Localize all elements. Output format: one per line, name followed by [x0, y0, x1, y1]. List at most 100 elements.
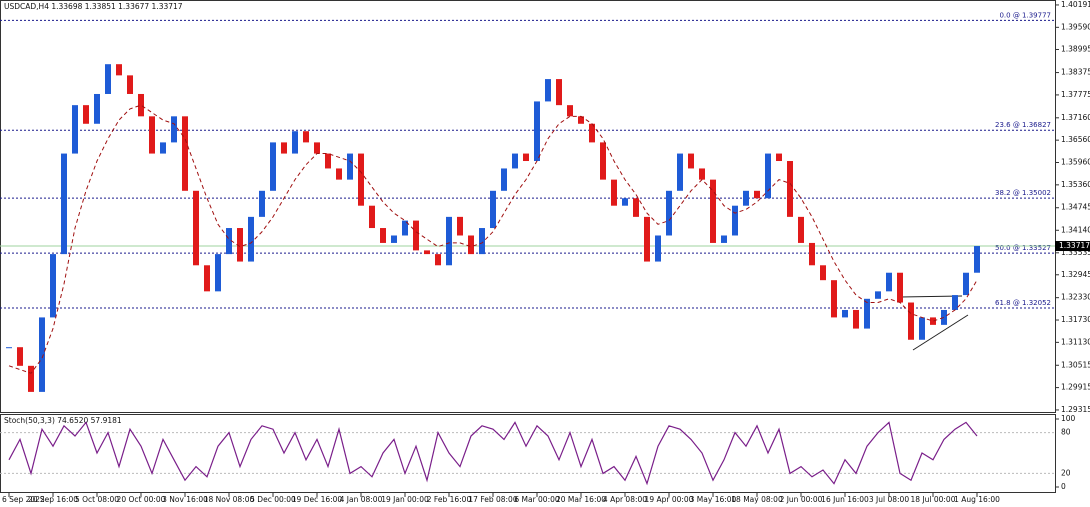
candle — [61, 153, 67, 255]
candle — [688, 153, 694, 169]
candle — [578, 116, 584, 124]
candle — [941, 309, 947, 325]
candle — [523, 153, 529, 162]
y-tick-label: 1.35960 — [1061, 157, 1090, 166]
candle — [611, 179, 617, 206]
y-tick-label: 1.34745 — [1061, 203, 1090, 212]
y-tick-label: 1.34140 — [1061, 225, 1090, 234]
candle — [391, 235, 397, 243]
candle — [974, 246, 980, 273]
candle — [6, 347, 12, 349]
candle — [424, 250, 430, 255]
candle — [875, 291, 881, 299]
x-tick-label: 5 Oct 08:00 — [75, 495, 119, 504]
candle — [831, 280, 837, 318]
x-tick-label: 6 Mar 00:00 — [514, 495, 560, 504]
candle — [457, 216, 463, 236]
x-tick-label: 19 Dec 16:00 — [292, 495, 343, 504]
candle — [39, 317, 45, 392]
fib-label: 23.6 @ 1.36827 — [995, 121, 1051, 129]
candle — [171, 116, 177, 143]
candle — [809, 242, 815, 266]
indicator-label: Stoch(50,3,3) 74.6520 57.9181 — [4, 416, 122, 425]
candle — [556, 79, 562, 106]
x-tick-label: 18 Jul 00:00 — [911, 495, 956, 504]
candle — [776, 153, 782, 162]
candle — [787, 161, 793, 217]
candle — [655, 235, 661, 262]
candle — [402, 220, 408, 236]
candle — [721, 235, 727, 243]
y-tick-label: 1.32945 — [1061, 270, 1090, 279]
candle — [864, 298, 870, 329]
candle — [347, 153, 353, 180]
y-tick-label: 1.38375 — [1061, 68, 1090, 77]
y-tick-label: 1.38995 — [1061, 44, 1090, 53]
candle — [886, 272, 892, 292]
x-tick-label: 17 Feb 08:00 — [468, 495, 517, 504]
y-tick-label: 1.37775 — [1061, 90, 1090, 99]
x-tick-label: 19 Apr 00:00 — [645, 495, 694, 504]
candle — [72, 105, 78, 154]
candle — [699, 168, 705, 180]
candle — [963, 272, 969, 296]
candle — [237, 228, 243, 262]
candle — [358, 153, 364, 206]
candle — [160, 142, 166, 154]
x-tick-label: 20 Mar 16:00 — [556, 495, 606, 504]
x-tick-label: 18 May 08:00 — [731, 495, 783, 504]
y-tick-label: 1.31730 — [1061, 315, 1090, 324]
trend-line — [912, 314, 969, 351]
y-tick-label: 1.32330 — [1061, 293, 1090, 302]
candle — [226, 228, 232, 255]
candle — [270, 142, 276, 191]
y-tick-label: 1.29315 — [1061, 405, 1090, 414]
candle — [336, 168, 342, 180]
y2-tick-label: 80 — [1061, 428, 1071, 437]
candle — [50, 254, 56, 318]
candle — [743, 190, 749, 206]
trend-line — [899, 295, 963, 298]
candle — [292, 131, 298, 154]
y-tick-label: 1.30515 — [1061, 360, 1090, 369]
candle — [666, 190, 672, 236]
candle — [193, 190, 199, 266]
candle — [622, 198, 628, 206]
y-tick-label: 1.29915 — [1061, 383, 1090, 392]
fib-label: 38.2 @ 1.35002 — [995, 189, 1051, 197]
candle — [105, 64, 111, 94]
candle — [600, 142, 606, 180]
x-tick-label: 3 May 16:00 — [690, 495, 737, 504]
x-tick-label: 1 Aug 16:00 — [954, 495, 1000, 504]
y-tick-label: 1.40191 — [1061, 0, 1090, 9]
candle — [798, 216, 804, 243]
current-price-box — [1055, 241, 1090, 252]
x-tick-label: 4 Apr 08:00 — [603, 495, 647, 504]
candle — [501, 168, 507, 191]
x-tick-label: 18 Nov 08:00 — [204, 495, 255, 504]
y2-tick-label: 0 — [1061, 482, 1066, 491]
candle — [446, 216, 452, 266]
x-tick-label: 3 Nov 16:00 — [162, 495, 208, 504]
candle — [215, 254, 221, 292]
candle — [204, 265, 210, 292]
candle — [281, 142, 287, 154]
candle — [138, 93, 144, 117]
candle — [248, 216, 254, 262]
y2-tick-label: 100 — [1061, 414, 1076, 423]
candle — [952, 295, 958, 310]
candle — [820, 265, 826, 281]
candle — [490, 190, 496, 229]
candle — [710, 179, 716, 243]
fib-label: 0.0 @ 1.39777 — [999, 11, 1051, 19]
candle — [116, 64, 122, 76]
candle — [754, 190, 760, 199]
candle — [930, 317, 936, 325]
y-tick-label: 1.36560 — [1061, 135, 1090, 144]
candle — [897, 272, 903, 303]
candle — [567, 105, 573, 117]
main-frame — [0, 0, 1056, 413]
candle — [325, 153, 331, 169]
candle — [853, 309, 859, 329]
